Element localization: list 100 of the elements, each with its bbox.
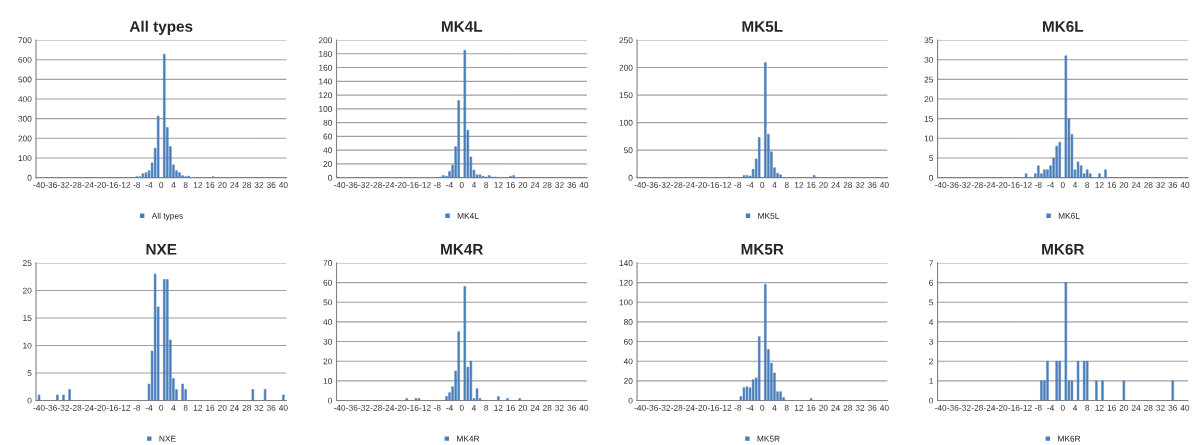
- x-tick-label: -4: [1047, 182, 1055, 188]
- x-tick-label: -32: [959, 404, 971, 411]
- x-tick-label: 16: [807, 182, 816, 188]
- x-tick-label: -32: [358, 404, 370, 411]
- x-tick-label: 32: [555, 182, 564, 188]
- x-tick-label: 12: [794, 182, 804, 188]
- x-tick-label: 4: [171, 404, 176, 411]
- chart-title: MK4R: [441, 244, 484, 255]
- x-tick-label: -28: [70, 404, 82, 411]
- x-tick-label: 32: [1156, 404, 1165, 411]
- x-tick-label: -28: [671, 404, 683, 411]
- x-tick-label: -20: [395, 404, 407, 411]
- x-tick-label: -20: [996, 182, 1008, 188]
- y-tick-label: 250: [619, 37, 633, 44]
- x-tick-label: -40: [333, 182, 346, 188]
- y-tick-label: 80: [323, 119, 333, 126]
- x-tick-label: 24: [230, 404, 239, 411]
- x-tick-label: 24: [1131, 404, 1141, 411]
- y-tick-label: 6: [929, 279, 934, 286]
- x-tick-label: 8: [784, 182, 789, 188]
- x-tick-label: 8: [183, 182, 188, 188]
- y-tick-label: 40: [623, 358, 633, 365]
- x-tick-label: -36: [45, 404, 57, 411]
- x-tick-label: 4: [772, 404, 777, 411]
- y-tick-label: 120: [619, 279, 633, 286]
- y-tick-label: 5: [929, 155, 934, 162]
- x-tick-label: -8: [433, 404, 441, 411]
- x-tick-label: -8: [1035, 182, 1042, 188]
- x-tick-label: -20: [695, 404, 707, 411]
- x-tick-label: 40: [579, 182, 589, 188]
- x-tick-label: 16: [506, 182, 515, 188]
- x-tick-label: 8: [1085, 404, 1090, 411]
- y-tick-label: 20: [323, 358, 333, 365]
- x-tick-label: 20: [819, 404, 828, 411]
- x-tick-label: 36: [867, 404, 877, 411]
- x-tick-label: -36: [346, 404, 358, 411]
- legend-label: MK5R: [757, 435, 780, 442]
- chart-title: MK4L: [441, 21, 483, 32]
- x-tick-label: -24: [683, 182, 695, 188]
- x-tick-label: 4: [1072, 404, 1078, 411]
- x-tick-label: -12: [1020, 404, 1032, 411]
- x-tick-label: -12: [118, 182, 131, 188]
- x-tick-label: -8: [734, 404, 742, 411]
- x-tick-label: -36: [646, 182, 658, 188]
- x-tick-label: -28: [70, 182, 82, 188]
- x-tick-label: 28: [843, 404, 853, 411]
- x-tick-label: 36: [266, 182, 276, 188]
- x-tick-label: -8: [133, 182, 141, 188]
- y-tick-label: 40: [323, 147, 333, 154]
- y-tick-label: 180: [319, 51, 333, 57]
- y-tick-label: 150: [619, 92, 633, 99]
- x-tick-label: 32: [855, 404, 865, 411]
- x-tick-label: 0: [459, 182, 464, 188]
- x-tick-label: 20: [1119, 182, 1129, 188]
- x-tick-label: -40: [934, 404, 947, 411]
- x-tick-label: 12: [494, 182, 503, 188]
- y-tick-label: 10: [23, 342, 32, 349]
- y-tick-label: 50: [623, 147, 633, 154]
- x-tick-label: 36: [567, 404, 576, 411]
- legend-label: All types: [151, 212, 183, 221]
- legend-label: MK6L: [1058, 212, 1080, 219]
- x-tick-label: -36: [947, 404, 959, 411]
- x-tick-label: -40: [634, 404, 646, 411]
- x-tick-label: -24: [382, 182, 395, 188]
- y-tick-label: 100: [18, 155, 32, 162]
- x-tick-label: 32: [855, 182, 865, 188]
- x-tick-label: 24: [1131, 182, 1141, 188]
- x-tick-label: 32: [555, 404, 564, 411]
- x-tick-label: 40: [579, 404, 589, 411]
- y-tick-label: 10: [924, 135, 934, 142]
- y-tick-label: 20: [22, 287, 32, 294]
- x-tick-label: 8: [1085, 182, 1090, 188]
- x-tick-label: -4: [145, 182, 153, 188]
- x-tick-label: 16: [506, 404, 515, 411]
- legend-label: MK6R: [1058, 435, 1081, 442]
- x-tick-label: 12: [794, 404, 804, 411]
- y-tick-label: 0: [628, 397, 633, 404]
- x-tick-label: -32: [959, 182, 971, 188]
- y-tick-label: 0: [27, 397, 32, 404]
- x-tick-label: -8: [133, 404, 141, 411]
- x-tick-label: -24: [382, 404, 395, 411]
- x-tick-label: -20: [94, 404, 106, 411]
- y-tick-label: 0: [929, 397, 934, 404]
- x-tick-label: 36: [266, 404, 276, 411]
- x-tick-label: -12: [1020, 182, 1032, 188]
- y-tick-label: 200: [318, 37, 333, 44]
- y-tick-label: 600: [18, 56, 32, 63]
- chart-title: NXE: [146, 244, 177, 255]
- y-tick-label: 160: [319, 64, 333, 71]
- x-tick-label: -12: [719, 404, 732, 411]
- x-tick-label: 0: [1060, 182, 1065, 188]
- x-tick-label: -12: [419, 182, 431, 188]
- x-tick-label: -36: [346, 182, 358, 188]
- x-tick-label: -4: [145, 404, 153, 411]
- x-tick-label: -16: [106, 182, 119, 188]
- y-tick-label: 0: [929, 174, 934, 181]
- y-tick-label: 0: [328, 397, 333, 404]
- y-tick-label: 40: [323, 319, 333, 325]
- y-tick-label: 50: [323, 299, 333, 306]
- x-tick-label: 12: [193, 182, 203, 188]
